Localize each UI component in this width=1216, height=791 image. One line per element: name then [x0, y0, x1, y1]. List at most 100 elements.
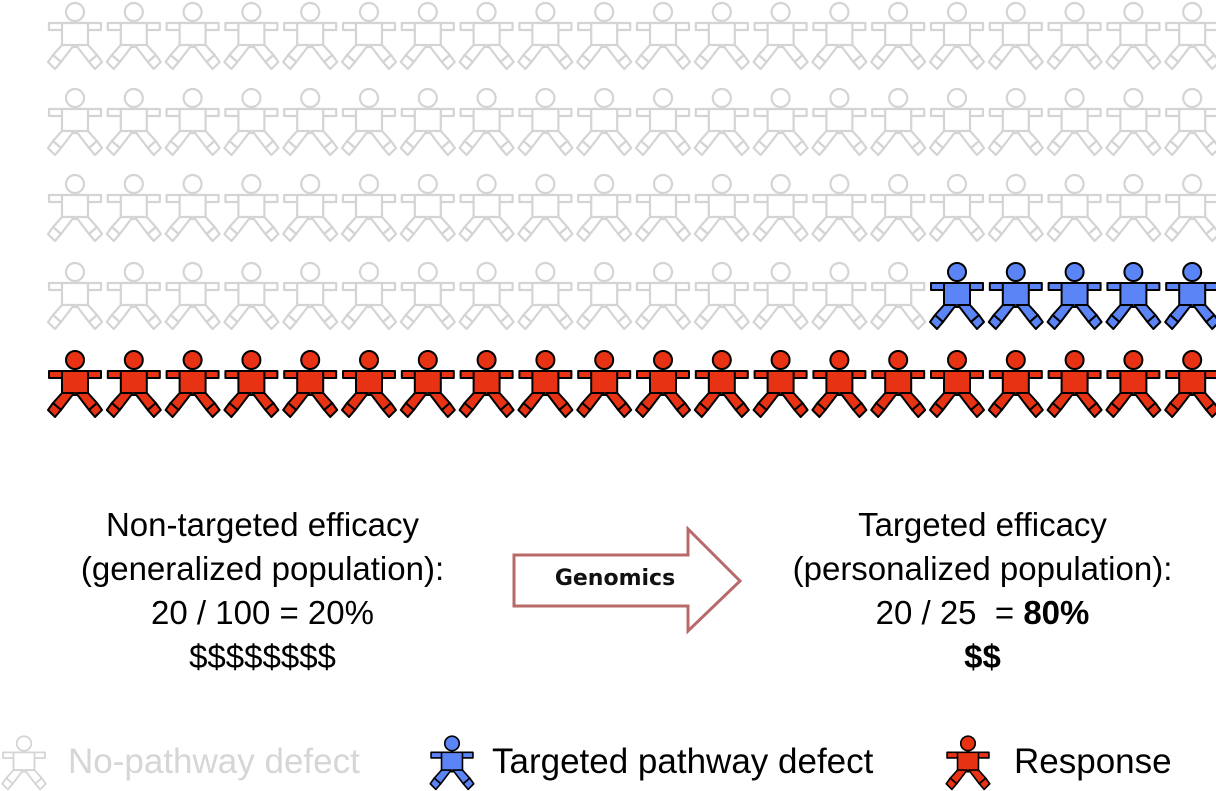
person-red-icon [164, 350, 221, 418]
person-outline-icon [928, 173, 986, 243]
genomics-arrow [512, 526, 743, 635]
person-red-icon [1105, 350, 1162, 418]
person-red-icon [105, 350, 162, 418]
person-outline-icon [46, 1, 104, 71]
person-outline-icon [987, 173, 1044, 243]
person-outline-icon [1, 735, 47, 791]
person-outline-icon [282, 1, 339, 71]
person-outline-icon [1164, 173, 1216, 243]
person-outline-icon [517, 173, 574, 243]
person-outline-icon [46, 261, 104, 331]
person-red-icon [1164, 350, 1216, 418]
person-outline-icon [634, 173, 692, 243]
arrow-shape [512, 526, 743, 635]
person-red-icon [635, 350, 691, 418]
person-outline-icon [1105, 173, 1162, 243]
person-outline-icon [164, 87, 221, 157]
person-outline-icon [105, 173, 162, 243]
person-outline-icon [634, 1, 692, 71]
person-outline-icon [399, 261, 456, 331]
person-outline-icon [340, 261, 398, 331]
person-red-icon [693, 350, 750, 418]
person-outline-icon [693, 173, 750, 243]
person-outline-icon [752, 261, 809, 331]
person-outline-icon [282, 261, 339, 331]
person-blue-icon [987, 262, 1044, 330]
person-blue-icon [1164, 262, 1216, 330]
right-line-2: (personalized population): [792, 550, 1173, 587]
person-outline-icon [517, 1, 574, 71]
person-outline-icon [458, 87, 515, 157]
person-outline-icon [1046, 1, 1103, 71]
person-red-icon [47, 350, 103, 418]
person-red-icon [282, 350, 339, 418]
right-line-3-prefix: 20 / 25 = [875, 594, 1024, 631]
person-outline-icon [928, 87, 986, 157]
person-outline-icon [1105, 1, 1162, 71]
right-line-1: Targeted efficacy [858, 506, 1107, 543]
person-outline-icon [340, 1, 398, 71]
person-outline-icon [164, 261, 221, 331]
person-outline-icon [870, 261, 927, 331]
person-outline-icon [164, 1, 221, 71]
person-outline-icon [223, 87, 280, 157]
person-outline-icon [870, 87, 927, 157]
person-blue-icon [929, 262, 985, 330]
person-blue-icon [1105, 262, 1162, 330]
person-red-icon [517, 350, 574, 418]
person-outline-icon [46, 173, 104, 243]
person-outline-icon [1046, 173, 1103, 243]
person-outline-icon [517, 261, 574, 331]
legend-item-targeted-pathway-defect: Targeted pathway defect [428, 733, 873, 791]
person-outline-icon [517, 87, 574, 157]
person-outline-icon [693, 261, 750, 331]
person-outline-icon [399, 1, 456, 71]
person-outline-icon [870, 173, 927, 243]
person-outline-icon [105, 261, 162, 331]
legend-label-no-pathway-defect: No-pathway defect [68, 742, 360, 781]
person-red-icon [1046, 350, 1103, 418]
person-outline-icon [634, 261, 692, 331]
person-outline-icon [223, 261, 280, 331]
person-outline-icon [811, 261, 868, 331]
targeted-efficacy-text: Targeted efficacy (personalized populati… [740, 503, 1216, 679]
person-outline-icon [693, 1, 750, 71]
person-red-icon [752, 350, 809, 418]
person-outline-icon [811, 1, 868, 71]
legend-item-response: Response [944, 733, 1172, 791]
person-outline-icon [340, 173, 398, 243]
person-blue-icon [1046, 262, 1103, 330]
person-outline-icon [576, 173, 633, 243]
legend-label-response: Response [1014, 742, 1172, 781]
person-outline-icon [458, 1, 515, 71]
person-red-icon [929, 350, 985, 418]
person-outline-icon [634, 87, 692, 157]
person-outline-icon [105, 87, 162, 157]
person-red-icon [945, 735, 991, 791]
population-grid [46, 1, 1216, 418]
person-outline-icon [752, 87, 809, 157]
legend-label-targeted-pathway-defect: Targeted pathway defect [492, 742, 874, 781]
person-outline-icon [340, 87, 398, 157]
person-outline-icon [987, 87, 1044, 157]
person-red-icon [399, 350, 456, 418]
person-outline-icon [399, 87, 456, 157]
person-outline-icon [282, 173, 339, 243]
person-outline-icon [458, 173, 515, 243]
person-outline-icon [752, 1, 809, 71]
person-outline-icon [105, 1, 162, 71]
person-outline-icon [282, 87, 339, 157]
person-red-icon [341, 350, 397, 418]
non-targeted-efficacy-text: Non-targeted efficacy (generalized popul… [20, 503, 505, 679]
right-line-3: 20 / 25 = 80% [740, 591, 1216, 635]
person-outline-icon [1046, 87, 1103, 157]
person-outline-icon [223, 1, 280, 71]
person-red-icon [987, 350, 1044, 418]
person-outline-icon [458, 261, 515, 331]
person-outline-icon [811, 173, 868, 243]
person-red-icon [576, 350, 633, 418]
person-red-icon [870, 350, 927, 418]
left-line-3: 20 / 100 = 20% [151, 594, 374, 631]
person-outline-icon [164, 173, 221, 243]
person-outline-icon [46, 87, 104, 157]
